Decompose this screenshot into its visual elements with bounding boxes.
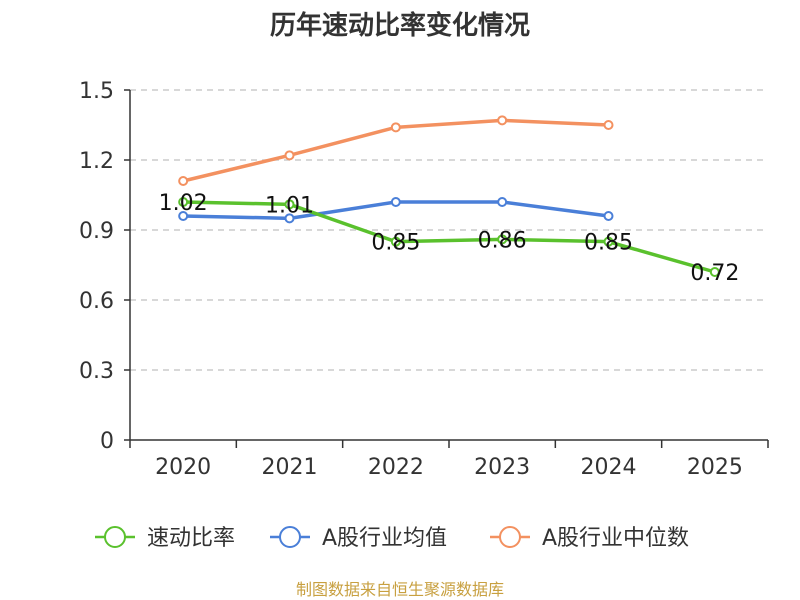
data-point[interactable]: [284, 213, 295, 224]
legend-marker: [499, 526, 521, 548]
x-tick-label: 2022: [368, 455, 424, 480]
legend-label: A股行业中位数: [542, 526, 689, 551]
y-tick-label: 1.2: [79, 149, 114, 174]
data-point[interactable]: [603, 211, 614, 221]
axes: 0 0.3 0.6 0.9 1.2 1.5 2020 2021 2022 2023 2024 2025: [79, 79, 769, 480]
source-note: 制图数据来自恒生聚源数据库: [296, 580, 504, 599]
y-tick-label: 1.5: [79, 79, 114, 104]
x-tick-label: 2021: [262, 455, 318, 480]
data-label: 0.86: [478, 228, 527, 253]
x-tick-label: 2023: [474, 455, 530, 480]
data-point[interactable]: [390, 197, 401, 207]
legend-item[interactable]: A股行业均值: [270, 526, 447, 551]
legend-marker: [104, 526, 126, 548]
y-tick-label: 0.9: [79, 219, 114, 244]
grid-lines: [130, 89, 768, 371]
data-point[interactable]: [178, 197, 189, 207]
data-labels: 1.02 1.01 0.85 0.86 0.85 0.72: [159, 191, 740, 286]
y-tick-label: 0: [100, 429, 114, 454]
series-line: [183, 200, 716, 274]
series-group: [178, 115, 720, 277]
legend-marker: [279, 526, 301, 548]
data-point[interactable]: [390, 122, 401, 133]
data-label: 0.85: [371, 231, 420, 256]
x-tick-label: 2024: [581, 455, 637, 480]
chart-title: 历年速动比率变化情况: [270, 10, 530, 41]
legend-label: 速动比率: [147, 526, 235, 551]
x-tick-label: 2025: [687, 455, 743, 480]
data-point[interactable]: [284, 150, 295, 161]
legend[interactable]: 速动比率 A股行业均值 A股行业中位数: [95, 526, 689, 551]
data-point[interactable]: [497, 197, 508, 207]
y-tick-label: 0.3: [79, 359, 114, 384]
legend-item[interactable]: A股行业中位数: [490, 526, 689, 551]
data-point[interactable]: [603, 236, 614, 247]
x-tick-label: 2020: [155, 455, 211, 480]
data-label: 0.85: [584, 231, 633, 256]
data-label: 0.72: [690, 261, 739, 286]
data-point[interactable]: [497, 115, 508, 126]
data-label: 1.01: [265, 193, 314, 218]
legend-item[interactable]: 速动比率: [95, 526, 235, 551]
data-point[interactable]: [178, 176, 189, 186]
data-point[interactable]: [497, 234, 508, 245]
legend-label: A股行业均值: [322, 526, 447, 551]
data-point[interactable]: [284, 199, 295, 210]
y-tick-label: 0.6: [79, 289, 114, 314]
data-point[interactable]: [709, 267, 720, 277]
data-point[interactable]: [390, 236, 401, 247]
data-label: 1.02: [159, 191, 208, 216]
data-point[interactable]: [178, 211, 189, 221]
data-point[interactable]: [603, 120, 614, 130]
